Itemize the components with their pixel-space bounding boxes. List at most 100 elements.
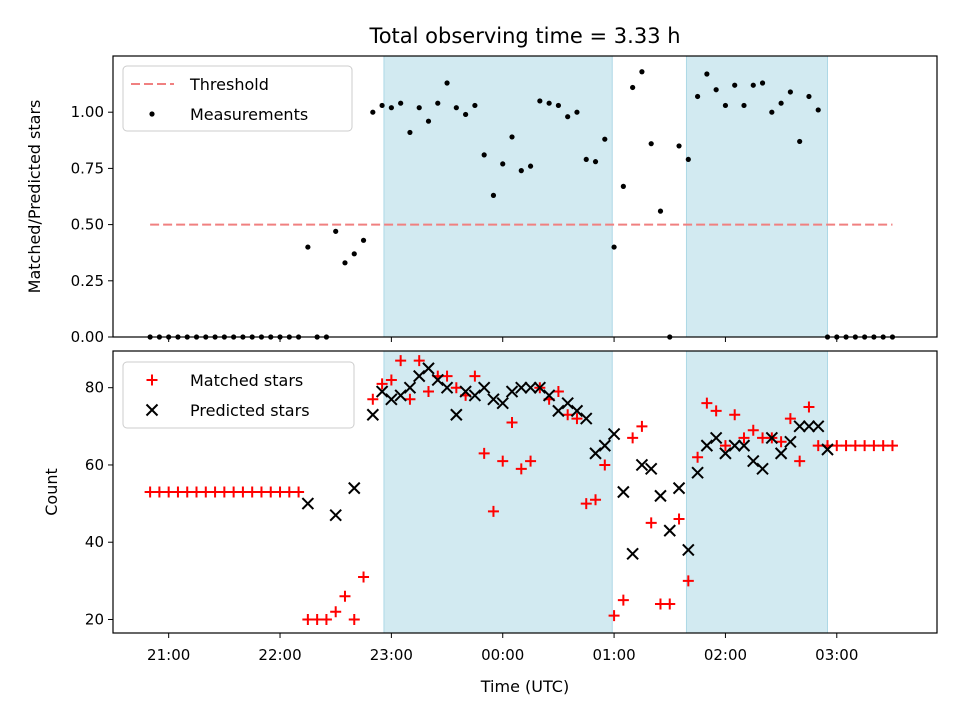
matched-star-point bbox=[311, 613, 323, 625]
predicted-star-point bbox=[329, 508, 342, 522]
predicted-star-point bbox=[468, 389, 482, 402]
measurement-point bbox=[388, 105, 394, 111]
predicted-star-point bbox=[440, 381, 454, 394]
y-tick-label: 0.00 bbox=[71, 328, 104, 346]
predicted-star-point bbox=[580, 412, 593, 425]
measurement-point bbox=[425, 118, 432, 124]
matched-star-point bbox=[413, 355, 425, 367]
predicted-star-point bbox=[477, 381, 491, 394]
matched-star-point bbox=[645, 517, 657, 529]
matched-star-point bbox=[358, 571, 370, 583]
y-tick-label: 20 bbox=[85, 610, 104, 628]
top-panel: 0.00 0.25 0.50 0.75 1.00 Total observing tim… bbox=[25, 24, 938, 346]
legend-matched-swatch bbox=[146, 374, 158, 386]
predicted-star-point bbox=[496, 396, 509, 410]
predicted-star-point bbox=[589, 447, 602, 460]
matched-star-point bbox=[302, 613, 314, 625]
predicted-star-point bbox=[709, 431, 723, 445]
legend-label: Matched stars bbox=[190, 371, 303, 390]
matched-star-point bbox=[859, 440, 871, 452]
y-tick-label: 40 bbox=[85, 533, 104, 551]
predicted-star-point bbox=[542, 389, 556, 402]
measurement-point bbox=[759, 80, 766, 86]
predicted-star-point bbox=[617, 485, 630, 499]
measurement-point bbox=[565, 114, 571, 120]
matched-star-point bbox=[469, 370, 481, 382]
matched-star-point bbox=[153, 486, 165, 498]
measurement-point bbox=[592, 159, 599, 165]
matched-star-point bbox=[775, 436, 787, 448]
x-tick-label: 00:00 bbox=[481, 646, 524, 664]
measurement-point bbox=[583, 156, 589, 163]
predicted-star-point bbox=[774, 447, 788, 460]
x-tick-label: 21:00 bbox=[147, 646, 190, 664]
measurement-point bbox=[611, 244, 617, 250]
measurement-point bbox=[787, 89, 793, 95]
predicted-star-point bbox=[524, 381, 537, 394]
predicted-star-point bbox=[821, 443, 834, 456]
measurement-point bbox=[648, 141, 654, 147]
matched-star-point bbox=[228, 486, 240, 498]
measurement-point bbox=[741, 102, 747, 109]
predicted-star-point bbox=[654, 489, 667, 503]
measurement-point bbox=[797, 138, 803, 145]
matched-star-point bbox=[590, 494, 602, 506]
predicted-star-point bbox=[570, 404, 584, 418]
measurement-point bbox=[694, 93, 701, 100]
measurement-point bbox=[620, 183, 626, 189]
matched-star-point bbox=[747, 424, 759, 436]
predicted-star-point bbox=[784, 435, 797, 448]
measurement-point bbox=[685, 156, 691, 163]
x-tick-label: 23:00 bbox=[370, 646, 413, 664]
measurement-point bbox=[815, 107, 821, 113]
matched-star-point bbox=[701, 397, 713, 409]
matched-star-point bbox=[274, 486, 286, 498]
matched-star-point bbox=[422, 386, 434, 398]
matched-star-point bbox=[525, 455, 537, 467]
predicted-star-point bbox=[793, 420, 806, 433]
matched-star-point bbox=[636, 420, 648, 432]
matched-star-point bbox=[320, 613, 332, 625]
measurement-point bbox=[472, 102, 478, 109]
matched-star-point bbox=[840, 440, 852, 452]
y-tick-label: 1.00 bbox=[71, 103, 104, 121]
predicted-star-point bbox=[747, 454, 760, 468]
measurement-point bbox=[463, 111, 469, 118]
measurement-point bbox=[639, 69, 645, 75]
matched-star-point bbox=[255, 486, 267, 498]
predicted-star-point bbox=[700, 439, 714, 452]
measurement-point bbox=[305, 244, 311, 250]
predicted-star-point bbox=[672, 481, 686, 495]
measurement-point bbox=[518, 168, 524, 174]
predicted-star-point bbox=[626, 547, 639, 561]
matched-star-point bbox=[209, 486, 221, 498]
measurement-point bbox=[676, 143, 682, 149]
predicted-star-point bbox=[561, 396, 574, 410]
legend-box bbox=[122, 361, 355, 429]
legend-box bbox=[122, 65, 353, 132]
measurement-point bbox=[713, 87, 719, 93]
matched-star-point bbox=[831, 440, 843, 452]
predicted-star-point bbox=[385, 393, 398, 406]
predicted-star-point bbox=[431, 373, 444, 387]
matched-star-point bbox=[627, 432, 639, 444]
matched-star-point bbox=[868, 440, 880, 452]
matched-star-point bbox=[348, 613, 360, 625]
matched-star-point bbox=[283, 486, 295, 498]
matched-star-point bbox=[617, 594, 629, 606]
matched-star-point bbox=[181, 486, 193, 498]
matched-stars-points bbox=[144, 355, 898, 625]
measurement-point bbox=[778, 100, 784, 106]
measurement-point bbox=[546, 100, 552, 106]
x-tick-label: 22:00 bbox=[258, 646, 301, 664]
matched-star-point bbox=[552, 386, 564, 398]
measurement-point bbox=[490, 192, 497, 198]
predicted-star-point bbox=[663, 524, 676, 537]
measurement-point bbox=[527, 163, 534, 169]
measurement-point bbox=[379, 102, 385, 109]
matched-star-point bbox=[330, 606, 342, 618]
matched-star-point bbox=[729, 409, 741, 421]
matched-star-point bbox=[237, 486, 249, 498]
top-shaded-intervals bbox=[383, 55, 829, 338]
predicted-star-point bbox=[413, 369, 426, 383]
